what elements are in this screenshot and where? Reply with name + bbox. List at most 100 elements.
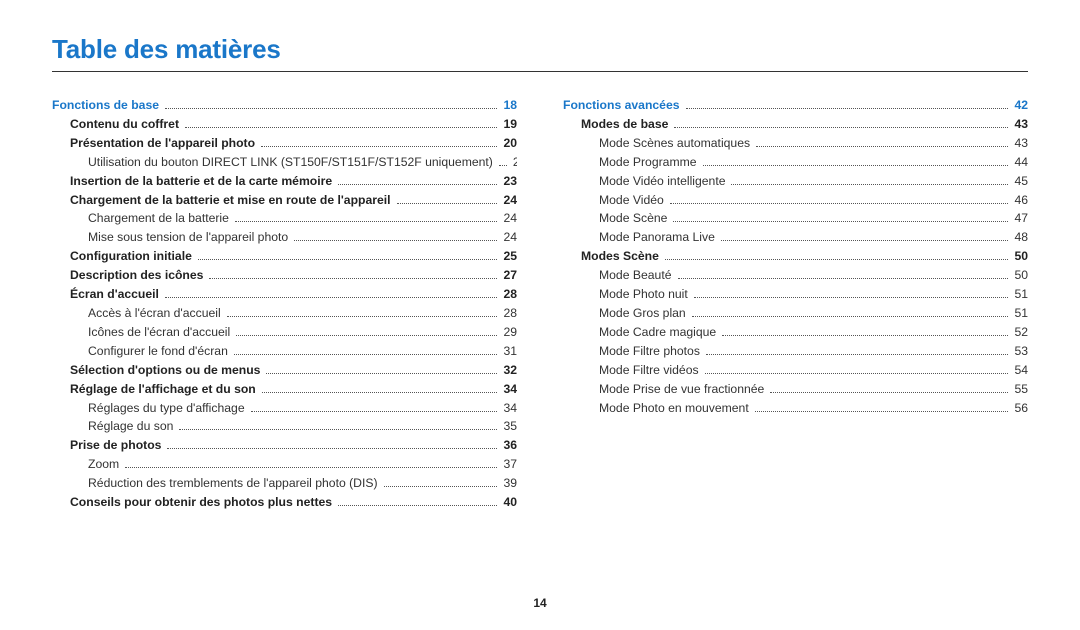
toc-entry-page: 51 (1014, 304, 1028, 323)
toc-entry[interactable]: Fonctions de base18 (52, 96, 517, 115)
toc-entry-label: Présentation de l'appareil photo (70, 134, 255, 153)
toc-entry-page: 53 (1014, 342, 1028, 361)
toc-entry[interactable]: Mise sous tension de l'appareil photo 24 (52, 228, 517, 247)
toc-entry-page: 28 (503, 285, 517, 304)
toc-leader-dots (185, 127, 497, 128)
toc-entry[interactable]: Configuration initiale 25 (52, 247, 517, 266)
toc-entry[interactable]: Réglage du son35 (52, 417, 517, 436)
toc-entry[interactable]: Chargement de la batterie24 (52, 209, 517, 228)
toc-entry-page: 39 (503, 474, 517, 493)
toc-entry-label: Modes Scène (581, 247, 659, 266)
toc-entry[interactable]: Mode Photo nuit51 (563, 285, 1028, 304)
toc-entry[interactable]: Utilisation du bouton DIRECT LINK (ST150… (52, 153, 517, 172)
toc-entry[interactable]: Sélection d'options ou de menus32 (52, 361, 517, 380)
toc-leader-dots (227, 316, 498, 317)
toc-entry-label: Fonctions avancées (563, 96, 680, 115)
toc-entry[interactable]: Zoom37 (52, 455, 517, 474)
toc-entry[interactable]: Accès à l'écran d'accueil28 (52, 304, 517, 323)
toc-entry[interactable]: Conseils pour obtenir des photos plus ne… (52, 493, 517, 512)
toc-entry[interactable]: Icônes de l'écran d'accueil29 (52, 323, 517, 342)
toc-entry-label: Accès à l'écran d'accueil (88, 304, 221, 323)
toc-entry-page: 42 (1014, 96, 1028, 115)
toc-entry-label: Chargement de la batterie (88, 209, 229, 228)
toc-entry[interactable]: Configurer le fond d'écran31 (52, 342, 517, 361)
toc-entry-page: 48 (1014, 228, 1028, 247)
toc-entry[interactable]: Contenu du coffret19 (52, 115, 517, 134)
toc-entry[interactable]: Mode Photo en mouvement56 (563, 399, 1028, 418)
toc-leader-dots (731, 184, 1008, 185)
toc-leader-dots (338, 505, 497, 506)
toc-entry[interactable]: Fonctions avancées 42 (563, 96, 1028, 115)
toc-entry-label: Mode Panorama Live (599, 228, 715, 247)
toc-entry-label: Mode Beauté (599, 266, 672, 285)
toc-entry[interactable]: Présentation de l'appareil photo 20 (52, 134, 517, 153)
toc-leader-dots (694, 297, 1009, 298)
toc-entry-page: 23 (503, 172, 517, 191)
toc-entry[interactable]: Réglage de l'affichage et du son34 (52, 380, 517, 399)
toc-entry[interactable]: Mode Vidéo 46 (563, 191, 1028, 210)
toc-entry-label: Mode Programme (599, 153, 697, 172)
toc-entry-page: 47 (1014, 209, 1028, 228)
toc-entry-label: Configurer le fond d'écran (88, 342, 228, 361)
toc-entry[interactable]: Écran d'accueil 28 (52, 285, 517, 304)
toc-entry[interactable]: Mode Prise de vue fractionnée55 (563, 380, 1028, 399)
toc-entry-label: Sélection d'options ou de menus (70, 361, 260, 380)
toc-entry[interactable]: Mode Vidéo intelligente45 (563, 172, 1028, 191)
toc-entry-label: Mode Scène (599, 209, 667, 228)
toc-entry-page: 36 (503, 436, 517, 455)
toc-entry[interactable]: Mode Panorama Live 48 (563, 228, 1028, 247)
toc-entry-page: 24 (503, 228, 517, 247)
toc-entry-label: Réduction des tremblements de l'appareil… (88, 474, 378, 493)
toc-entry[interactable]: Mode Filtre photos 53 (563, 342, 1028, 361)
toc-entry-label: Prise de photos (70, 436, 161, 455)
toc-entry[interactable]: Description des icônes27 (52, 266, 517, 285)
toc-entry[interactable]: Modes Scène50 (563, 247, 1028, 266)
toc-entry-label: Réglage de l'affichage et du son (70, 380, 256, 399)
toc-entry[interactable]: Modes de base43 (563, 115, 1028, 134)
toc-entry-page: 55 (1014, 380, 1028, 399)
toc-entry-label: Mode Vidéo (599, 191, 664, 210)
toc-entry[interactable]: Réglages du type d'affichage34 (52, 399, 517, 418)
toc-entry[interactable]: Mode Scènes automatiques43 (563, 134, 1028, 153)
toc-leader-dots (756, 146, 1008, 147)
toc-entry-label: Insertion de la batterie et de la carte … (70, 172, 332, 191)
toc-entry[interactable]: Mode Filtre vidéos54 (563, 361, 1028, 380)
toc-entry-label: Mise sous tension de l'appareil photo (88, 228, 288, 247)
toc-leader-dots (706, 354, 1009, 355)
toc-leader-dots (338, 184, 497, 185)
toc-entry[interactable]: Chargement de la batterie et mise en rou… (52, 191, 517, 210)
toc-entry-page: 50 (1014, 266, 1028, 285)
toc-entry[interactable]: Mode Beauté 50 (563, 266, 1028, 285)
toc-leader-dots (165, 297, 498, 298)
toc-entry-page: 25 (503, 247, 517, 266)
toc-entry-label: Écran d'accueil (70, 285, 159, 304)
toc-entry-page: 20 (503, 134, 517, 153)
toc-leader-dots (692, 316, 1009, 317)
toc-columns: Fonctions de base18Contenu du coffret19P… (52, 96, 1028, 512)
page-number: 14 (0, 596, 1080, 610)
toc-leader-dots (673, 221, 1008, 222)
toc-entry-page: 46 (1014, 191, 1028, 210)
toc-entry[interactable]: Prise de photos 36 (52, 436, 517, 455)
toc-leader-dots (670, 203, 1009, 204)
toc-entry[interactable]: Mode Gros plan51 (563, 304, 1028, 323)
toc-entry-page: 37 (503, 455, 517, 474)
toc-leader-dots (499, 165, 507, 166)
toc-entry[interactable]: Mode Scène 47 (563, 209, 1028, 228)
toc-entry[interactable]: Réduction des tremblements de l'appareil… (52, 474, 517, 493)
toc-entry-page: 45 (1014, 172, 1028, 191)
toc-entry[interactable]: Mode Cadre magique52 (563, 323, 1028, 342)
toc-entry[interactable]: Insertion de la batterie et de la carte … (52, 172, 517, 191)
title-rule (52, 71, 1028, 72)
toc-leader-dots (665, 259, 1009, 260)
toc-entry-label: Configuration initiale (70, 247, 192, 266)
toc-entry-page: 35 (503, 417, 517, 436)
toc-leader-dots (397, 203, 498, 204)
toc-leader-dots (261, 146, 497, 147)
toc-entry-page: 51 (1014, 285, 1028, 304)
toc-entry-page: 54 (1014, 361, 1028, 380)
toc-entry-label: Mode Cadre magique (599, 323, 716, 342)
toc-entry-label: Mode Filtre photos (599, 342, 700, 361)
toc-leader-dots (755, 411, 1009, 412)
toc-entry[interactable]: Mode Programme44 (563, 153, 1028, 172)
